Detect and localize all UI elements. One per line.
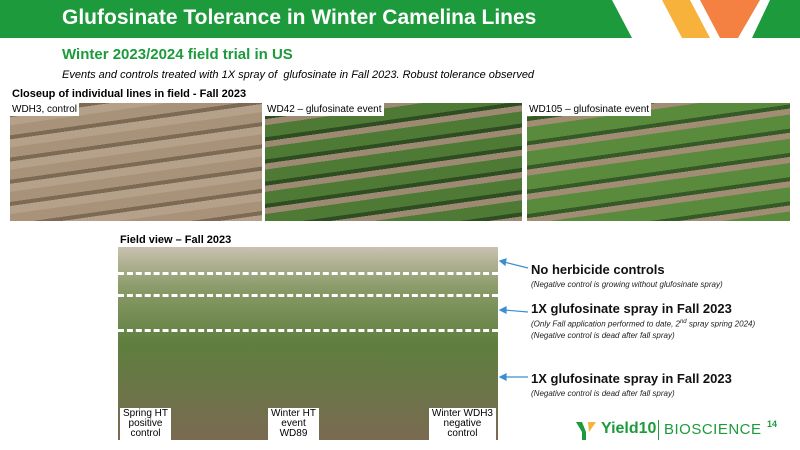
annotation-note: (Negative control is dead after fall spr… (531, 389, 675, 398)
photo: WDH3, control (10, 103, 262, 221)
field-photo: Spring HT positive control Winter HT event W… (118, 247, 498, 440)
annotation-note: (Negative control is dead after fall spr… (531, 330, 675, 340)
photo-label: WD42 – glufosinate event (265, 103, 384, 116)
subtitle: Winter 2023/2024 field trial in US (62, 46, 293, 63)
photo: WD105 – glufosinate event (527, 103, 790, 221)
annotation-title: 1X glufosinate spray in Fall 2023 (531, 371, 732, 386)
photo-label: WDH3, control (10, 103, 80, 116)
field-label: Winter WDH3 negative control (428, 408, 496, 440)
divider (118, 329, 498, 332)
label-line: Spring HT (123, 408, 169, 419)
closeup-heading: Closeup of individual lines in field - F… (12, 88, 247, 100)
label-line: Winter HT (271, 408, 316, 419)
description: Events and controls treated with 1X spra… (62, 69, 535, 81)
logo-division: BIOSCIENCE (664, 421, 762, 438)
label-line: WD89 (279, 428, 308, 439)
field-label: Winter HT event WD89 (268, 408, 319, 440)
header-bar (0, 0, 800, 38)
annotation-note: (Only Fall application performed to date… (531, 319, 755, 329)
label-line: event (281, 418, 306, 429)
note-part: (Only Fall application performed to date… (531, 319, 680, 329)
label-line: control (447, 428, 478, 439)
field-heading: Field view – Fall 2023 (120, 234, 232, 246)
divider (118, 294, 498, 297)
annotation-note: (Negative control is growing without glu… (531, 280, 723, 289)
page-number: 14 (767, 419, 778, 429)
logo-icon (576, 422, 596, 440)
annotation: No herbicide controls (Negative control … (531, 262, 723, 289)
note-sup: nd (679, 319, 687, 325)
arrows (498, 258, 529, 381)
title: Glufosinate Tolerance in Winter Camelina… (62, 6, 537, 29)
label-line: negative (443, 418, 482, 429)
divider (118, 272, 498, 275)
photo-label: WD105 – glufosinate event (527, 103, 652, 116)
label-line: Winter WDH3 (431, 408, 493, 419)
annotation: 1X glufosinate spray in Fall 2023 (Only … (531, 301, 755, 340)
label-line: positive (128, 418, 163, 429)
photo: WD42 – glufosinate event (265, 103, 522, 221)
logo-brand: Yield10 (601, 420, 657, 437)
logo-divider (658, 420, 659, 440)
field-label: Spring HT positive control (120, 408, 172, 440)
annotation: 1X glufosinate spray in Fall 2023 (Negat… (531, 371, 732, 398)
annotation-title: 1X glufosinate spray in Fall 2023 (531, 301, 732, 316)
note-part: spray spring 2024) (686, 319, 756, 329)
annotation-title: No herbicide controls (531, 262, 665, 277)
label-line: control (130, 428, 161, 439)
